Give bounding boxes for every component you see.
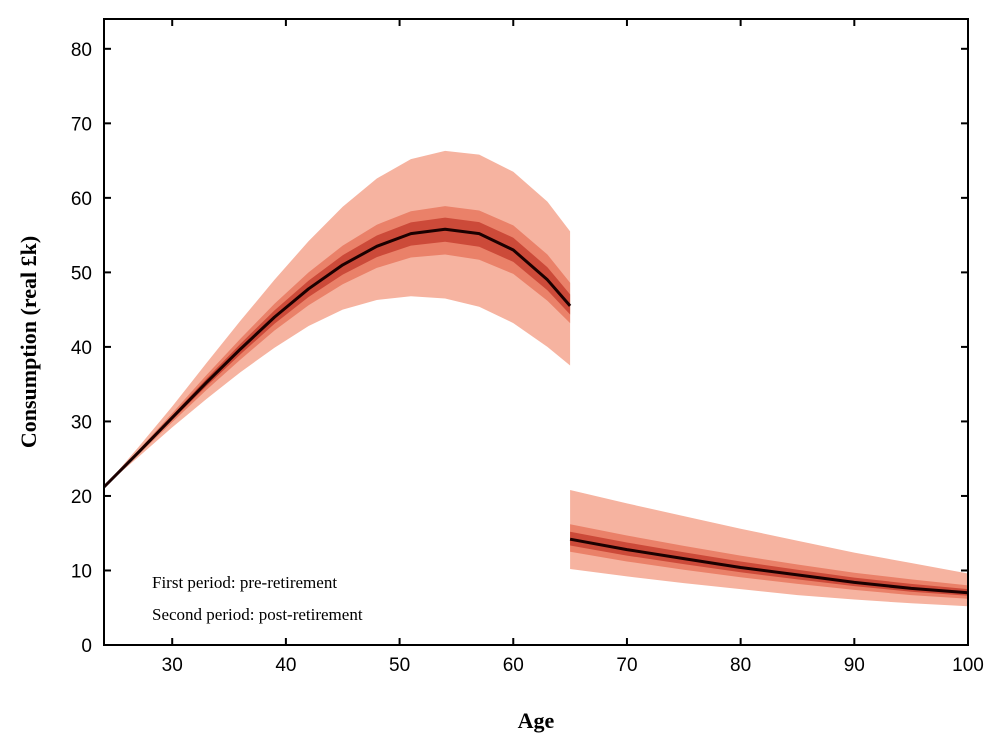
y-axis-title: Consumption (real £k) (16, 236, 41, 448)
annotation-second-period: Second period: post-retirement (152, 605, 363, 624)
band-inner-pre-retirement (104, 217, 571, 487)
x-tick-label: 80 (730, 655, 751, 676)
y-tick-label: 70 (71, 114, 92, 135)
y-tick-label: 40 (71, 338, 92, 359)
median-line-post-retirement (569, 537, 969, 595)
x-tick-label: 50 (389, 655, 410, 676)
band-outer-pre-retirement (104, 150, 571, 487)
x-tick-label: 40 (275, 655, 296, 676)
median-line-pre-retirement (102, 227, 572, 489)
x-tick-label: 90 (844, 655, 865, 676)
band-inner-post-retirement (570, 531, 968, 596)
annotation-first-period: First period: pre-retirement (152, 573, 337, 592)
median-lines (102, 227, 969, 595)
y-tick-label: 80 (71, 40, 92, 61)
x-tick-label: 100 (952, 655, 984, 676)
y-tick-label: 20 (71, 487, 92, 508)
y-tick-label: 60 (71, 189, 92, 210)
plot-frame (103, 18, 969, 646)
y-tick-label: 50 (71, 263, 92, 284)
x-tick-label: 60 (503, 655, 524, 676)
fan-bands (104, 150, 968, 607)
axis-ticks (104, 19, 969, 646)
y-tick-label: 0 (81, 636, 92, 657)
y-tick-label: 30 (71, 412, 92, 433)
tick-labels: 30 40 50 60 70 80 90 100 0 10 20 30 40 50 60 70 80 (71, 40, 984, 676)
x-tick-label: 70 (616, 655, 637, 676)
y-tick-label: 10 (71, 561, 92, 582)
x-axis-title: Age (518, 708, 555, 733)
x-tick-label: 30 (162, 655, 183, 676)
